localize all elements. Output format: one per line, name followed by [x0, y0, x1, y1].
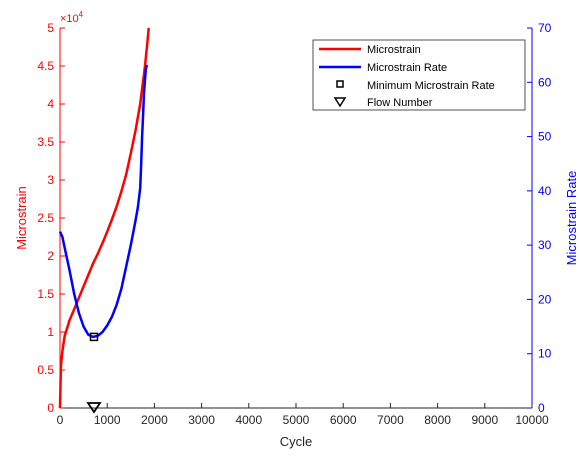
x-tick-label: 10000 [515, 413, 549, 427]
x-tick-label: 4000 [235, 413, 262, 427]
y-right-tick-label: 60 [538, 75, 552, 89]
x-tick-label: 6000 [330, 413, 357, 427]
y-left-tick-label: 1.5 [37, 287, 54, 301]
multiplier-base: ×10 [60, 13, 79, 25]
legend-label-minimum-rate: Minimum Microstrain Rate [367, 80, 495, 92]
y-left-tick-label: 0.5 [37, 363, 54, 377]
x-tick-label: 5000 [283, 413, 310, 427]
series-lines [58, 27, 150, 409]
y-right-tick-label: 30 [538, 238, 552, 252]
series-line-microstrain [58, 27, 150, 409]
x-tick-label: 9000 [471, 413, 498, 427]
x-tick-label: 8000 [424, 413, 451, 427]
y-axis-right-title: Microstrain Rate [564, 171, 579, 266]
legend-marker-flow-number [333, 97, 347, 108]
y-left-tick-label: 2.5 [37, 211, 54, 225]
legend-marker-minimum-rate [336, 80, 344, 88]
y-left-tick-label: 0 [47, 401, 54, 415]
y-left-tick-label: 3.5 [37, 135, 54, 149]
legend-label-flow-number: Flow Number [367, 97, 433, 109]
y-right-tick-label: 10 [538, 347, 552, 361]
y-left-tick-label: 3 [47, 173, 54, 187]
multiplier-exponent: 4 [79, 10, 84, 19]
y-left-tick-label: 1 [47, 325, 54, 339]
x-axis-title: Cycle [280, 434, 313, 449]
y-left-tick-label: 2 [47, 249, 54, 263]
legend-box [312, 39, 526, 111]
x-tick-label: 0 [57, 413, 64, 427]
y-right-tick-label: 50 [538, 130, 552, 144]
legend: Microstrain Microstrain Rate Minimum Mic… [312, 39, 526, 111]
y-axis-left-multiplier: ×104 [60, 10, 84, 25]
legend-label-microstrain: Microstrain [367, 44, 421, 56]
y-left-tick-label: 4 [47, 97, 54, 111]
y-left-tick-label: 5 [47, 21, 54, 35]
y-axis-left-title: Microstrain [14, 186, 29, 250]
series-line-microstrain-rate [58, 64, 149, 339]
x-tick-label: 3000 [188, 413, 215, 427]
series-markers [86, 332, 102, 414]
y-left-tick-label: 4.5 [37, 59, 54, 73]
x-tick-label: 7000 [377, 413, 404, 427]
axes: 0 1000 2000 3000 4000 5000 6000 7000 8000 9000 100… [37, 21, 551, 427]
marker-minimum-microstrain-rate [89, 332, 99, 342]
x-tick-label: 2000 [141, 413, 168, 427]
y-right-tick-label: 70 [538, 21, 552, 35]
y-right-tick-label: 40 [538, 184, 552, 198]
legend-label-microstrain-rate: Microstrain Rate [367, 62, 447, 74]
y-right-tick-label: 0 [538, 401, 545, 415]
y-right-tick-label: 20 [538, 292, 552, 306]
marker-flow-number [86, 402, 102, 414]
x-tick-label: 1000 [94, 413, 121, 427]
